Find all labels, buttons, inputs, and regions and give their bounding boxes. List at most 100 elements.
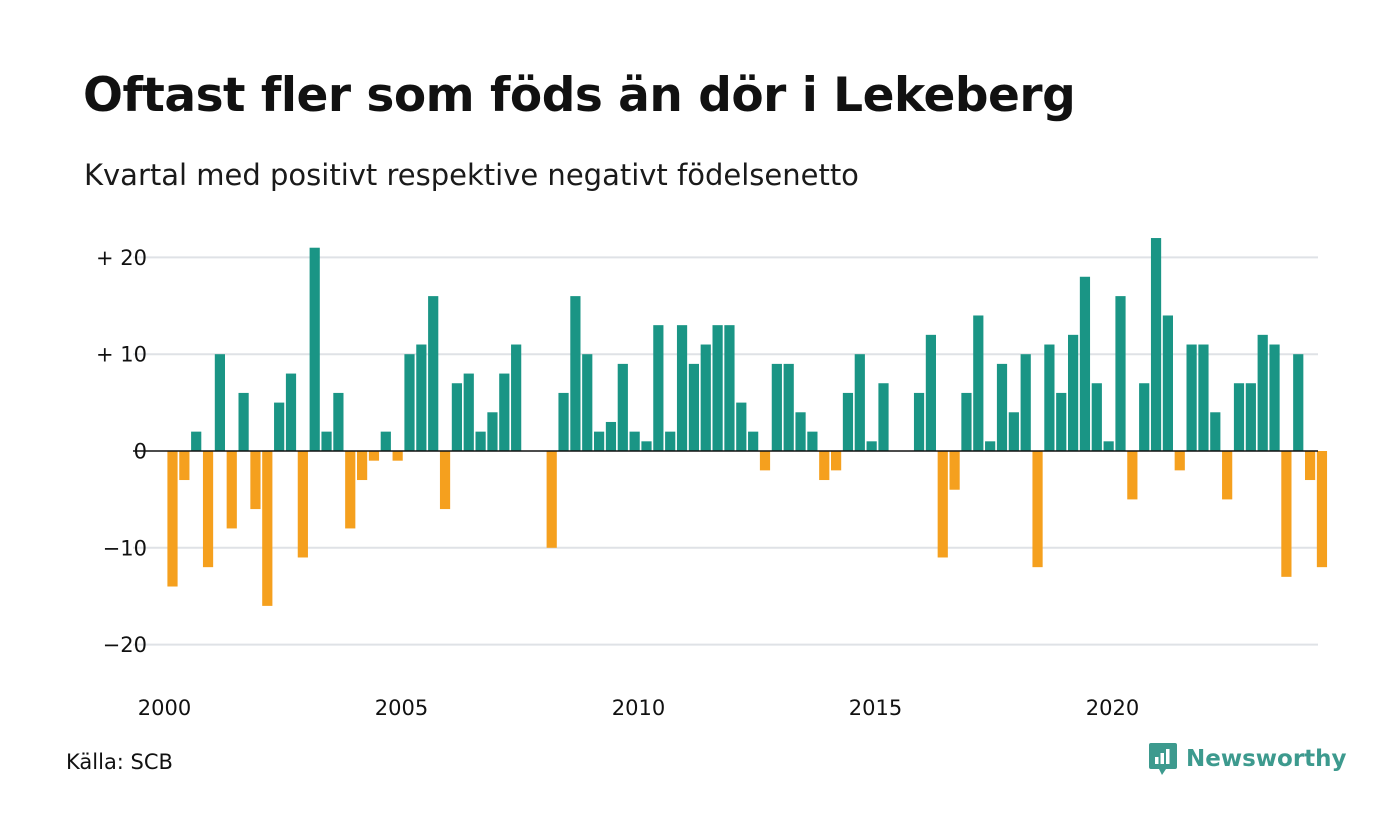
bar [676,325,688,451]
bar [641,441,652,451]
bar [285,373,297,451]
bar [831,451,842,471]
bar [392,451,403,461]
bar [1198,344,1209,451]
bar [262,451,273,606]
bar [996,363,1008,451]
bar [629,431,640,451]
bar [925,334,936,451]
bar [688,363,699,451]
bar [700,344,711,451]
brand-name: Newsworthy [1186,746,1347,772]
bar [546,451,557,548]
bar [819,451,830,481]
bar [1174,451,1185,471]
bar [1186,344,1197,451]
bar [724,325,735,451]
bar [487,412,498,451]
bar [1056,392,1067,451]
bar [736,402,747,451]
bar [451,383,462,451]
x-tick-label: 2015 [849,696,902,720]
bar [511,344,522,451]
bar [605,421,617,451]
bar [499,373,510,451]
bar [250,451,261,510]
bar [1068,334,1079,451]
bar [1115,296,1126,451]
bar [404,354,415,451]
bar [973,315,984,451]
bar [854,354,865,451]
y-tick-label: −20 [103,633,147,657]
bar [1162,315,1173,451]
bar [1103,441,1114,451]
bar [357,451,368,481]
newsworthy-logo-icon [1149,743,1177,775]
bar [1008,412,1019,451]
bar [1281,451,1292,577]
bar [368,451,380,461]
y-tick-label: + 20 [96,246,147,270]
bar [321,431,332,451]
x-tick-label: 2005 [375,696,428,720]
bar [949,451,960,490]
x-tick-label: 2020 [1086,696,1139,720]
bar [594,431,605,451]
source-note: Källa: SCB [66,750,173,774]
bar [297,451,308,558]
bar [1293,354,1304,451]
bar [1245,383,1256,451]
bar [1269,344,1280,451]
bar [759,451,771,471]
bar [1127,451,1138,500]
bar [570,296,581,451]
bar [428,296,439,451]
x-tick-label: 2010 [612,696,665,720]
bar [475,431,486,451]
bar [617,363,628,451]
bar [558,392,569,451]
bar [1044,344,1055,451]
bars [167,238,1328,606]
bar [795,412,806,451]
bar [439,451,451,510]
bar [1305,451,1316,481]
chart-subtitle: Kvartal med positivt respektive negativt… [84,158,859,192]
bar [167,451,178,587]
bar [1032,451,1043,568]
bar [712,325,723,451]
bar [878,383,889,451]
chart-title: Oftast fler som föds än dör i Lekeberg [83,68,1076,123]
x-tick-label: 2000 [138,696,191,720]
bar [937,451,948,558]
bar [1139,383,1150,451]
bar [179,451,190,481]
bar [1257,334,1268,451]
brand-logo[interactable]: Newsworthy [1148,742,1347,776]
bar [866,441,877,451]
bar [1079,276,1091,451]
bar [1210,412,1221,451]
bar [345,451,356,529]
bar [463,373,474,451]
bar [380,431,391,451]
bar [665,431,676,451]
bar [771,363,782,451]
bar [1020,354,1031,451]
bar [416,344,427,451]
bar [1316,451,1328,568]
bar [1150,238,1162,451]
bar [961,392,972,451]
bar [1091,383,1102,451]
y-tick-label: + 10 [96,343,147,367]
bar [807,431,818,451]
bar [842,392,854,451]
bar [333,392,344,451]
bar [191,431,202,451]
x-axis-ticks: 2000 2005 2010 2015 2020 [138,696,1139,720]
bar [913,392,925,451]
bar [653,325,664,451]
y-tick-label: −10 [103,536,147,560]
